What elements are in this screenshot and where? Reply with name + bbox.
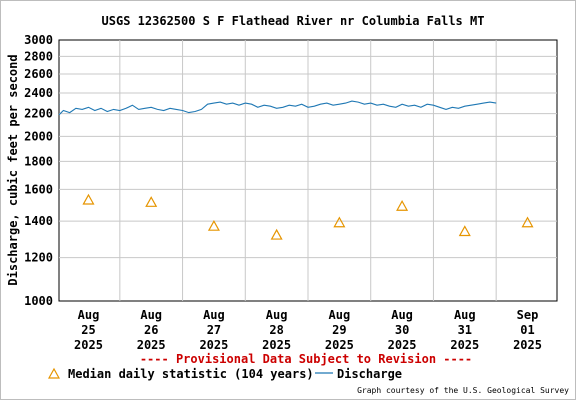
y-tick-label: 1200 [24, 251, 53, 265]
x-tick-label: Aug [266, 308, 288, 322]
provisional-note: ---- Provisional Data Subject to Revisio… [140, 352, 472, 366]
x-tick-label: 30 [395, 323, 409, 337]
median-point [207, 219, 220, 231]
x-tick-label: 2025 [137, 338, 166, 352]
x-tick-label: 01 [520, 323, 534, 337]
median-point [145, 196, 158, 207]
y-tick-label: 2000 [24, 129, 53, 143]
median-point [521, 216, 534, 228]
y-tick-label: 2400 [24, 86, 53, 100]
x-tick-label: 2025 [513, 338, 542, 352]
x-tick-label: 28 [269, 323, 283, 337]
x-tick-label: 2025 [450, 338, 479, 352]
y-axis-ticks: 3000 2800 2600 2400 2200 2000 1800 1600 1400 1200… [24, 33, 53, 308]
y-tick-label: 3000 [24, 33, 53, 47]
x-tick-label: 27 [207, 323, 221, 337]
y-tick-label: 1400 [24, 214, 53, 228]
y-tick-label: 1800 [24, 154, 53, 168]
x-tick-label: 2025 [325, 338, 354, 352]
legend: Median daily statistic (104 years) Disch… [47, 367, 402, 381]
x-tick-label: Aug [203, 308, 225, 322]
x-tick-label: 26 [144, 323, 158, 337]
median-point [333, 216, 346, 228]
median-point [82, 193, 95, 205]
legend-median-label: Median daily statistic (104 years) [68, 367, 314, 381]
x-tick-label: 29 [332, 323, 346, 337]
grid-lines [59, 40, 557, 301]
y-tick-label: 2800 [24, 49, 53, 63]
legend-discharge-label: Discharge [337, 367, 402, 381]
x-tick-label: Aug [391, 308, 413, 322]
x-axis-ticks: Aug252025Aug262025Aug272025Aug282025Aug2… [74, 308, 542, 352]
y-tick-label: 2600 [24, 67, 53, 81]
median-point [396, 200, 409, 211]
x-tick-label: 31 [458, 323, 472, 337]
x-tick-label: 25 [81, 323, 95, 337]
x-tick-label: 2025 [199, 338, 228, 352]
graph-credit: Graph courtesy of the U.S. Geological Su… [357, 386, 569, 395]
x-tick-label: Aug [78, 308, 100, 322]
median-point [270, 228, 283, 240]
x-tick-label: Aug [140, 308, 162, 322]
legend-median-triangle-icon [47, 367, 61, 379]
discharge-series [58, 100, 497, 116]
y-axis-label: Discharge, cubic feet per second [6, 54, 20, 285]
x-tick-label: Sep [517, 308, 539, 322]
x-tick-label: Aug [329, 308, 351, 322]
y-tick-label: 1000 [24, 294, 53, 308]
x-tick-label: Aug [454, 308, 476, 322]
median-point [458, 225, 471, 237]
chart-title: USGS 12362500 S F Flathead River nr Colu… [102, 14, 485, 28]
x-tick-label: 2025 [388, 338, 417, 352]
x-tick-label: 2025 [262, 338, 291, 352]
discharge-line [58, 100, 497, 116]
y-tick-label: 1600 [24, 182, 53, 196]
x-tick-label: 2025 [74, 338, 103, 352]
y-tick-label: 2200 [24, 107, 53, 121]
median-series [82, 193, 534, 240]
